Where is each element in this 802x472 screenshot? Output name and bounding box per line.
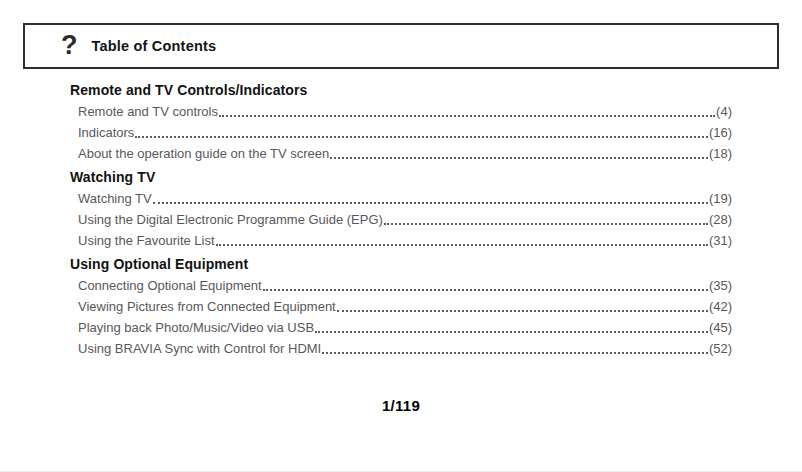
dot-leader — [216, 244, 708, 246]
toc-entry-label: Playing back Photo/Music/Video via USB — [78, 317, 314, 338]
toc-section-watching-tv: Watching TV Watching TV (19) Using the D… — [70, 167, 732, 251]
question-mark-icon: ? — [61, 32, 78, 59]
table-of-contents: Remote and TV Controls/Indicators Remote… — [70, 80, 732, 359]
toc-entry-page-number: (28) — [709, 209, 732, 230]
toc-entry-page-number: (31) — [709, 230, 732, 251]
toc-entry-remote-and-tv-controls[interactable]: Remote and TV controls (4) — [70, 101, 732, 122]
section-heading: Watching TV — [70, 167, 732, 188]
dot-leader — [337, 310, 708, 312]
toc-entry-page-number: (16) — [709, 122, 732, 143]
toc-entry-page-number: (42) — [709, 296, 732, 317]
toc-entry-page-number: (18) — [709, 143, 732, 164]
footer: 1/119 — [0, 397, 802, 415]
toc-entry-page-number: (35) — [709, 275, 732, 296]
toc-section-optional-equipment: Using Optional Equipment Connecting Opti… — [70, 254, 732, 359]
dot-leader — [219, 115, 715, 117]
toc-entry-label: Remote and TV controls — [78, 101, 218, 122]
page-indicator: 1/119 — [382, 397, 420, 414]
page-title: Table of Contents — [92, 38, 217, 54]
dot-leader — [315, 331, 708, 333]
toc-entry-indicators[interactable]: Indicators (16) — [70, 122, 732, 143]
dot-leader — [135, 136, 708, 138]
dot-leader — [330, 157, 708, 159]
toc-entry-page-number: (19) — [709, 188, 732, 209]
toc-entry-viewing-pictures[interactable]: Viewing Pictures from Connected Equipmen… — [70, 296, 732, 317]
toc-entry-label: Viewing Pictures from Connected Equipmen… — [78, 296, 336, 317]
dot-leader — [153, 202, 708, 204]
toc-entry-usb-playback[interactable]: Playing back Photo/Music/Video via USB (… — [70, 317, 732, 338]
toc-entry-operation-guide[interactable]: About the operation guide on the TV scre… — [70, 143, 732, 164]
toc-entry-label: Connecting Optional Equipment — [78, 275, 262, 296]
toc-entry-page-number: (52) — [709, 338, 732, 359]
section-heading: Using Optional Equipment — [70, 254, 732, 275]
toc-header-banner: ? Table of Contents — [23, 23, 779, 69]
dot-leader — [384, 223, 708, 225]
toc-entry-epg[interactable]: Using the Digital Electronic Programme G… — [70, 209, 732, 230]
toc-entry-label: About the operation guide on the TV scre… — [78, 143, 329, 164]
toc-entry-watching-tv[interactable]: Watching TV (19) — [70, 188, 732, 209]
toc-entry-favourite-list[interactable]: Using the Favourite List (31) — [70, 230, 732, 251]
toc-entry-label: Using the Digital Electronic Programme G… — [78, 209, 383, 230]
dot-leader — [263, 289, 708, 291]
toc-entry-page-number: (45) — [709, 317, 732, 338]
toc-entry-page-number: (4) — [716, 101, 732, 122]
toc-entry-label: Using BRAVIA Sync with Control for HDMI — [78, 338, 321, 359]
toc-entry-connecting-optional-equipment[interactable]: Connecting Optional Equipment (35) — [70, 275, 732, 296]
section-heading: Remote and TV Controls/Indicators — [70, 80, 732, 101]
toc-entry-label: Watching TV — [78, 188, 152, 209]
toc-entry-label: Using the Favourite List — [78, 230, 215, 251]
dot-leader — [322, 352, 708, 354]
toc-entry-bravia-sync[interactable]: Using BRAVIA Sync with Control for HDMI … — [70, 338, 732, 359]
toc-entry-label: Indicators — [78, 122, 134, 143]
toc-section-remote-and-tv-controls: Remote and TV Controls/Indicators Remote… — [70, 80, 732, 164]
